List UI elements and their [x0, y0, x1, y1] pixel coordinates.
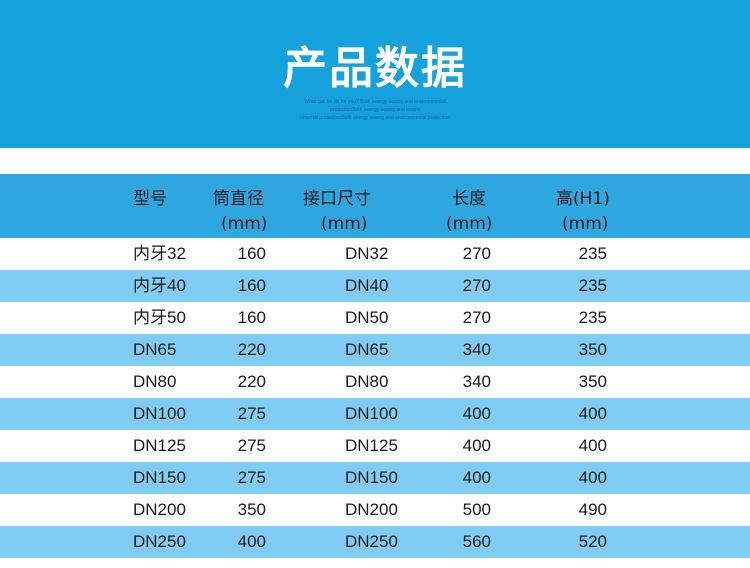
table-row: DN100 275 DN100 400 400: [0, 398, 750, 430]
table-cell: 400: [237, 532, 266, 551]
subtitle-line: What can he do for you? Both energy savi…: [304, 99, 446, 105]
table-cell: 内牙32: [133, 244, 186, 263]
table-cell: 340: [462, 340, 491, 359]
table-row: DN65 220 DN65 340 350: [0, 334, 750, 366]
table-row: DN200 350 DN200 500 490: [0, 494, 750, 526]
table-cell: 160: [237, 308, 266, 327]
table-cell: 275: [237, 468, 266, 487]
table-cell: 400: [578, 468, 607, 487]
table-cell: 235: [578, 276, 607, 295]
table-row: DN150 275 DN150 400 400: [0, 462, 750, 494]
table-cell: DN40: [345, 276, 389, 295]
table-cell: 内牙50: [133, 308, 186, 327]
table-cell: DN65: [345, 340, 389, 359]
table-cell: 350: [237, 500, 266, 519]
page-title: 产品数据: [283, 43, 467, 94]
table-cell: 400: [462, 404, 491, 423]
table-cell: DN250: [133, 532, 186, 551]
table-row: 内牙50 160 DN50 270 235: [0, 302, 750, 334]
header-connection-unit: (mm): [321, 214, 368, 234]
header-length-unit: (mm): [446, 214, 493, 234]
table-cell: 235: [578, 308, 607, 327]
header-diameter: 筒直径: [213, 189, 264, 209]
table-cell: 270: [462, 308, 491, 327]
table-cell: 400: [578, 436, 607, 455]
table-cell: 220: [237, 340, 266, 359]
table-cell: DN150: [133, 468, 186, 487]
table-cell: DN200: [345, 500, 398, 519]
table-cell: DN200: [133, 500, 186, 519]
table-cell: 350: [578, 372, 607, 391]
header-length: 长度: [452, 189, 486, 209]
table-cell: 275: [237, 404, 266, 423]
header-model: 型号: [133, 189, 167, 209]
table-cell: DN125: [133, 436, 186, 455]
table-cell: 340: [462, 372, 491, 391]
table-cell: DN65: [133, 340, 177, 359]
table-cell: 内牙40: [133, 276, 186, 295]
header-connection: 接口尺寸: [303, 189, 371, 209]
table-cell: DN150: [345, 468, 398, 487]
header-diameter-unit: (mm): [221, 214, 268, 234]
table-row: DN80 220 DN80 340 350: [0, 366, 750, 398]
subtitle-line: nmental protectionBoth energy saving and…: [300, 115, 450, 121]
table-cell: 490: [578, 500, 607, 519]
table-cell: DN250: [345, 532, 398, 551]
table-cell: DN100: [133, 404, 186, 423]
table-cell: 220: [237, 372, 266, 391]
table-cell: 270: [462, 244, 491, 263]
table-cell: 400: [462, 436, 491, 455]
table-cell: DN50: [345, 308, 389, 327]
table-cell: 270: [462, 276, 491, 295]
table-cell: DN100: [345, 404, 398, 423]
table-cell: 400: [578, 404, 607, 423]
table-row: 内牙32 160 DN32 270 235: [0, 238, 750, 270]
table-cell: 235: [578, 244, 607, 263]
table-row: 内牙40 160 DN40 270 235: [0, 270, 750, 302]
table-cell: DN32: [345, 244, 389, 263]
table-cell: 520: [578, 532, 607, 551]
table-cell: 275: [237, 436, 266, 455]
table-cell: DN125: [345, 436, 398, 455]
header-height: 高(H1): [556, 189, 610, 209]
table-cell: 160: [237, 244, 266, 263]
table-row: DN125 275 DN125 400 400: [0, 430, 750, 462]
table-cell: DN80: [345, 372, 389, 391]
banner: 产品数据 What can he do for you? Both energy…: [0, 0, 750, 148]
table-cell: 160: [237, 276, 266, 295]
header-height-unit: (mm): [562, 214, 609, 234]
table-cell: 560: [462, 532, 491, 551]
table-cell: 500: [462, 500, 491, 519]
table-cell: DN80: [133, 372, 177, 391]
table-cell: 400: [462, 468, 491, 487]
table-cell: 350: [578, 340, 607, 359]
subtitle-line: protectionBoth energy saving and enviro: [330, 107, 420, 113]
table-header: 型号 筒直径 (mm) 接口尺寸 (mm) 长度 (mm) 高(H1) (mm): [0, 174, 750, 238]
table-row: DN250 400 DN250 560 520: [0, 526, 750, 558]
